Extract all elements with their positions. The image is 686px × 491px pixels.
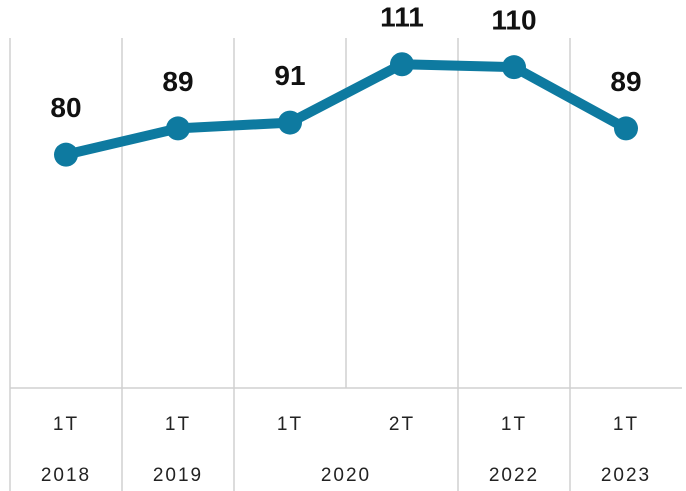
group-label: 2023 <box>601 465 651 486</box>
marker <box>54 142 78 167</box>
data-label: 91 <box>274 60 305 91</box>
line <box>64 59 629 160</box>
group-label: 2019 <box>153 465 203 486</box>
data-label: 80 <box>50 92 81 123</box>
marker <box>390 52 414 77</box>
data-label: 89 <box>162 66 193 97</box>
group-label: 2020 <box>321 465 371 486</box>
marker <box>502 55 526 80</box>
x-tick-label: 2T <box>389 414 415 435</box>
data-label: 110 <box>491 5 536 36</box>
marker <box>614 116 638 141</box>
x-tick-label: 1T <box>501 414 527 435</box>
x-tick-label: 1T <box>277 414 303 435</box>
marker <box>166 116 190 141</box>
data-label: 111 <box>380 2 424 33</box>
group-label: 2018 <box>41 465 91 486</box>
data-label: 89 <box>610 66 641 97</box>
group-label: 2022 <box>489 465 539 486</box>
marker <box>278 110 302 135</box>
x-tick-label: 1T <box>613 414 639 435</box>
x-tick-label: 1T <box>165 414 191 435</box>
x-tick-label: 1T <box>53 414 79 435</box>
